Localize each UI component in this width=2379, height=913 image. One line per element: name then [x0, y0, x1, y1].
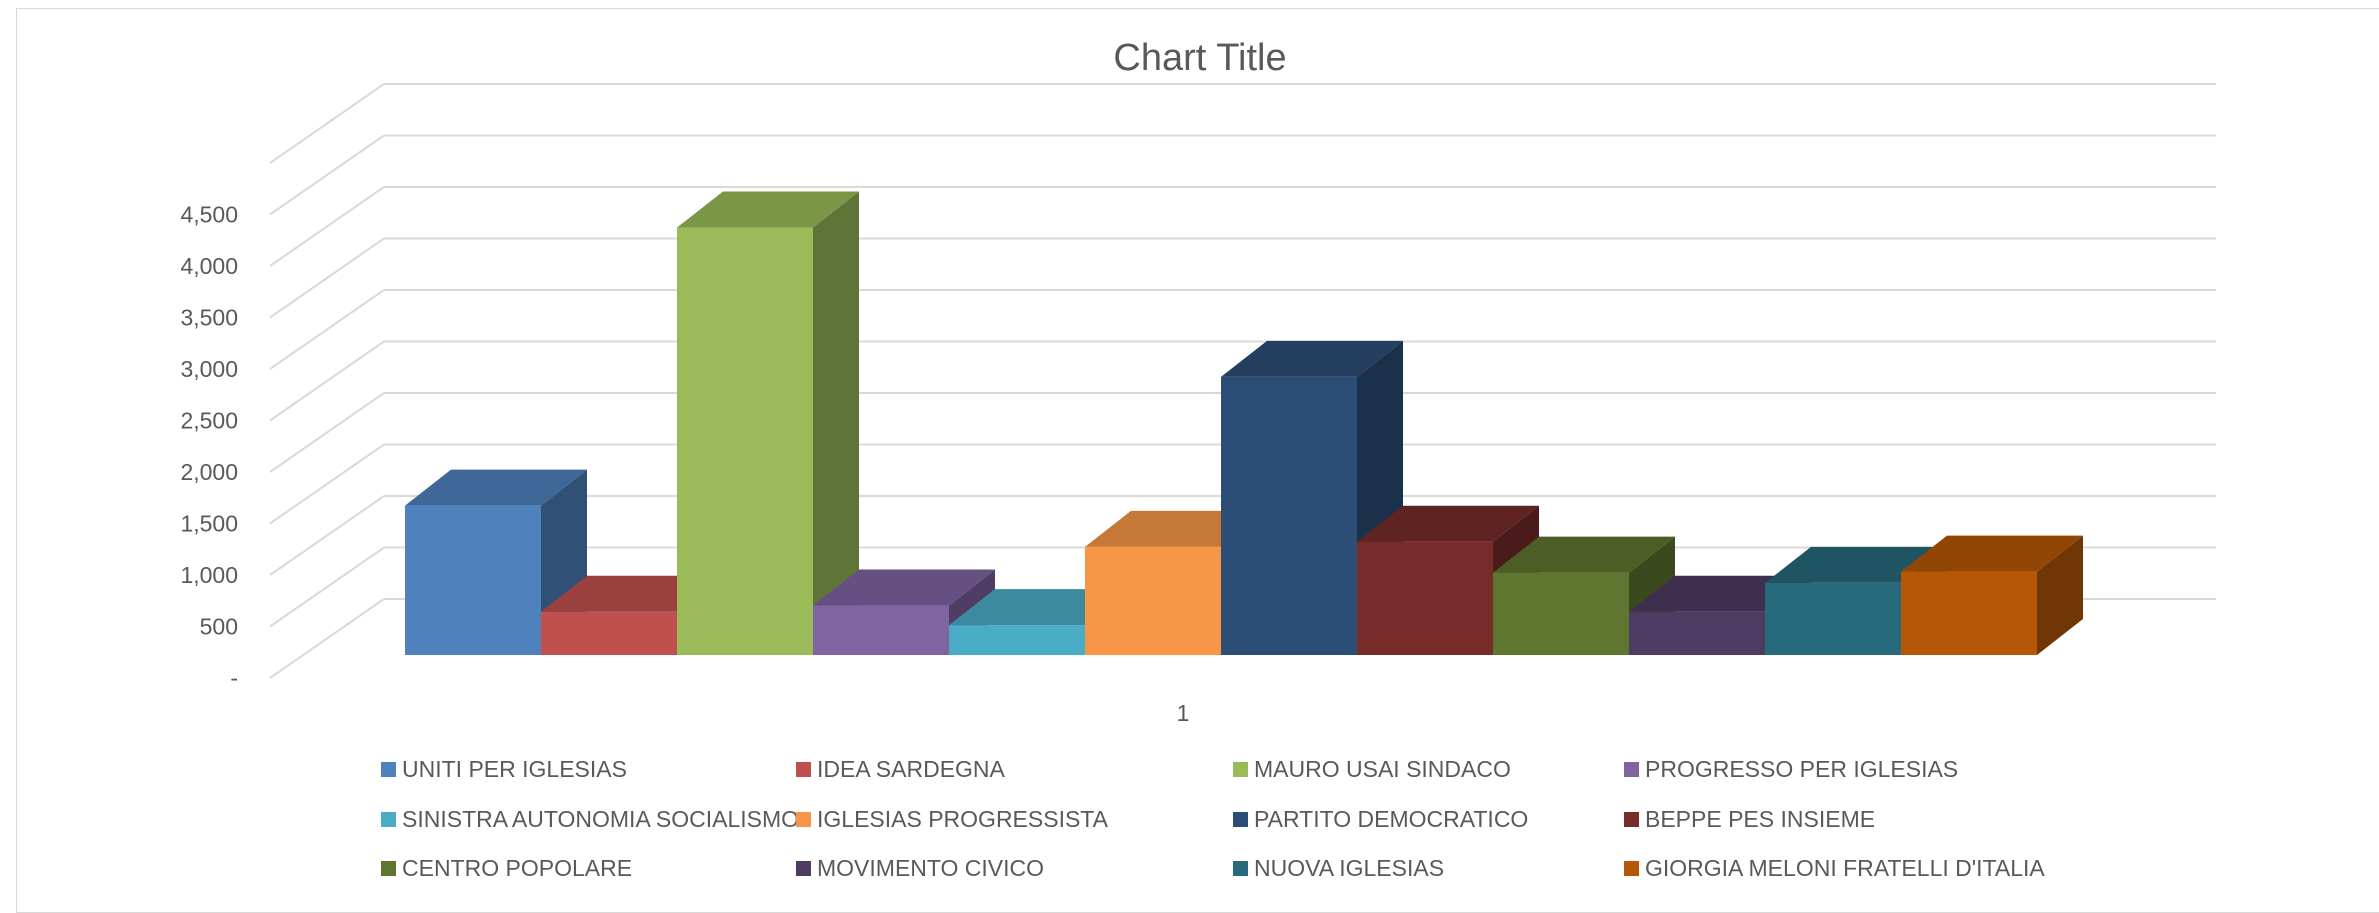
legend-swatch: [796, 861, 811, 876]
legend-label: BEPPE PES INSIEME: [1645, 806, 1875, 832]
legend-swatch: [381, 861, 396, 876]
legend-swatch: [381, 812, 396, 827]
y-tick-label: 4,000: [180, 253, 238, 279]
gridline-side: [269, 289, 385, 370]
legend-label: IGLESIAS PROGRESSISTA: [817, 806, 1109, 832]
y-tick-label: 1,500: [180, 511, 238, 537]
gridline-side: [269, 340, 385, 422]
bar-side: [813, 191, 859, 656]
legend-swatch: [1233, 861, 1248, 876]
y-tick-label: 3,000: [180, 356, 238, 382]
legend-label: MOVIMENTO CIVICO: [817, 855, 1044, 881]
gridline-side: [269, 443, 385, 525]
legend-label: IDEA SARDEGNA: [817, 756, 1006, 782]
legend-swatch: [1624, 812, 1639, 827]
bar: [541, 611, 677, 655]
bar-top: [1357, 505, 1539, 542]
bar: [1629, 611, 1765, 655]
x-tick-label: 1: [1177, 700, 1190, 726]
legend-swatch: [1624, 762, 1639, 777]
bar: [1901, 571, 2037, 655]
gridline-side: [269, 83, 385, 164]
legend-label: PARTITO DEMOCRATICO: [1254, 806, 1528, 832]
legend-label: CENTRO POPOLARE: [402, 855, 632, 881]
bar-side: [2037, 535, 2083, 655]
bar: [1221, 376, 1357, 655]
chart-title: Chart Title: [1113, 37, 1287, 79]
legend-label: GIORGIA MELONI FRATELLI D'ITALIA: [1645, 855, 2045, 881]
bar: [677, 227, 813, 656]
bar-top: [677, 191, 859, 228]
y-tick-label: 3,500: [180, 305, 238, 331]
gridline-side: [269, 598, 385, 679]
gridline-side: [269, 495, 385, 576]
bar: [1765, 582, 1901, 655]
legend-swatch: [796, 762, 811, 777]
y-tick-label: 4,500: [180, 202, 238, 228]
y-tick-label: 2,500: [180, 408, 238, 434]
legend-label: NUOVA IGLESIAS: [1254, 855, 1444, 881]
bar-top: [1901, 535, 2083, 572]
bar-top: [1221, 340, 1403, 377]
bar-top: [405, 469, 587, 506]
gridline-side: [269, 546, 385, 628]
bar-top: [1493, 536, 1675, 573]
gridline-side: [269, 237, 385, 319]
legend-swatch: [796, 812, 811, 827]
bar: [1493, 572, 1629, 655]
y-tick-label: -: [230, 665, 238, 691]
legend-label: MAURO USAI SINDACO: [1254, 756, 1511, 782]
legend-label: SINISTRA AUTONOMIA SOCIALISMO: [402, 806, 799, 832]
bar: [1357, 541, 1493, 655]
chart-frame: Chart Title: [16, 8, 2379, 913]
gridline-side: [269, 134, 385, 216]
gridline-side: [269, 186, 385, 267]
bar: [813, 605, 949, 655]
y-tick-label: 2,000: [180, 459, 238, 485]
bar: [405, 505, 541, 655]
gridline-side: [269, 392, 385, 473]
legend-swatch: [1233, 812, 1248, 827]
y-tick-label: 1,000: [180, 562, 238, 588]
legend-swatch: [381, 762, 396, 777]
y-tick-label: 500: [200, 614, 238, 640]
legend-swatch: [1233, 762, 1248, 777]
legend-label: PROGRESSO PER IGLESIAS: [1645, 756, 1958, 782]
legend-swatch: [1624, 861, 1639, 876]
bar-top: [813, 569, 995, 606]
bar: [1085, 546, 1221, 655]
legend-label: UNITI PER IGLESIAS: [402, 756, 627, 782]
bar: [949, 625, 1085, 655]
